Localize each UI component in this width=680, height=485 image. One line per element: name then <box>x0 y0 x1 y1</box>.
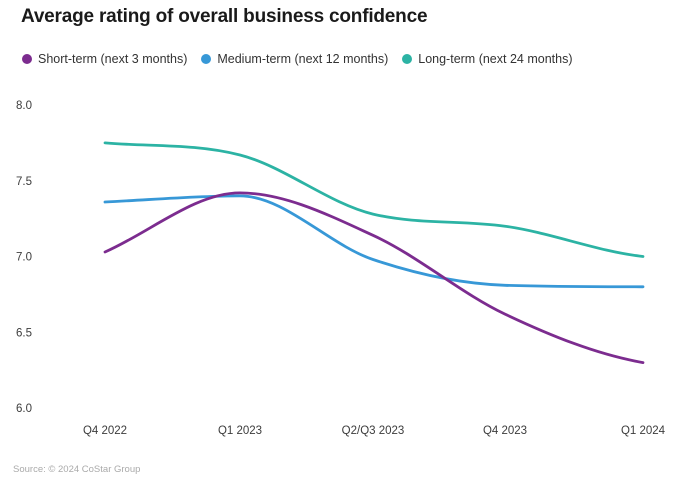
x-tick-label: Q4 2023 <box>483 425 527 437</box>
short-term-line <box>103 191 645 364</box>
x-tick-label: Q4 2022 <box>83 425 127 437</box>
legend-item-short-term[interactable]: Short-term (next 3 months) <box>22 52 187 66</box>
y-tick-label: 6.0 <box>16 403 32 415</box>
legend-item-long-term[interactable]: Long-term (next 24 months) <box>402 52 573 66</box>
legend-label-long-term: Long-term (next 24 months) <box>418 52 573 66</box>
y-tick-label: 6.5 <box>16 327 32 339</box>
source-note: Source: © 2024 CoStar Group <box>13 464 141 475</box>
legend-item-medium-term[interactable]: Medium-term (next 12 months) <box>201 52 388 66</box>
medium-term-line <box>103 194 645 289</box>
x-tick-label: Q1 2024 <box>621 425 666 437</box>
legend-dot-medium-term-icon <box>201 54 212 64</box>
chart-title: Average rating of overall business confi… <box>21 6 428 27</box>
legend-dot-long-term-icon <box>402 54 413 64</box>
x-tick-label: Q1 2023 <box>218 425 262 437</box>
legend-label-short-term: Short-term (next 3 months) <box>38 52 188 66</box>
y-tick-label: 7.5 <box>16 176 32 188</box>
y-tick-label: 7.0 <box>16 252 32 264</box>
x-tick-label: Q2/Q3 2023 <box>342 425 405 437</box>
y-tick-label: 8.0 <box>16 100 32 112</box>
legend-label-medium-term: Medium-term (next 12 months) <box>217 52 389 66</box>
legend-dot-short-term-icon <box>22 54 32 64</box>
long-term-line <box>103 141 645 258</box>
legend: Short-term (next 3 months) Medium-term (… <box>22 52 573 66</box>
